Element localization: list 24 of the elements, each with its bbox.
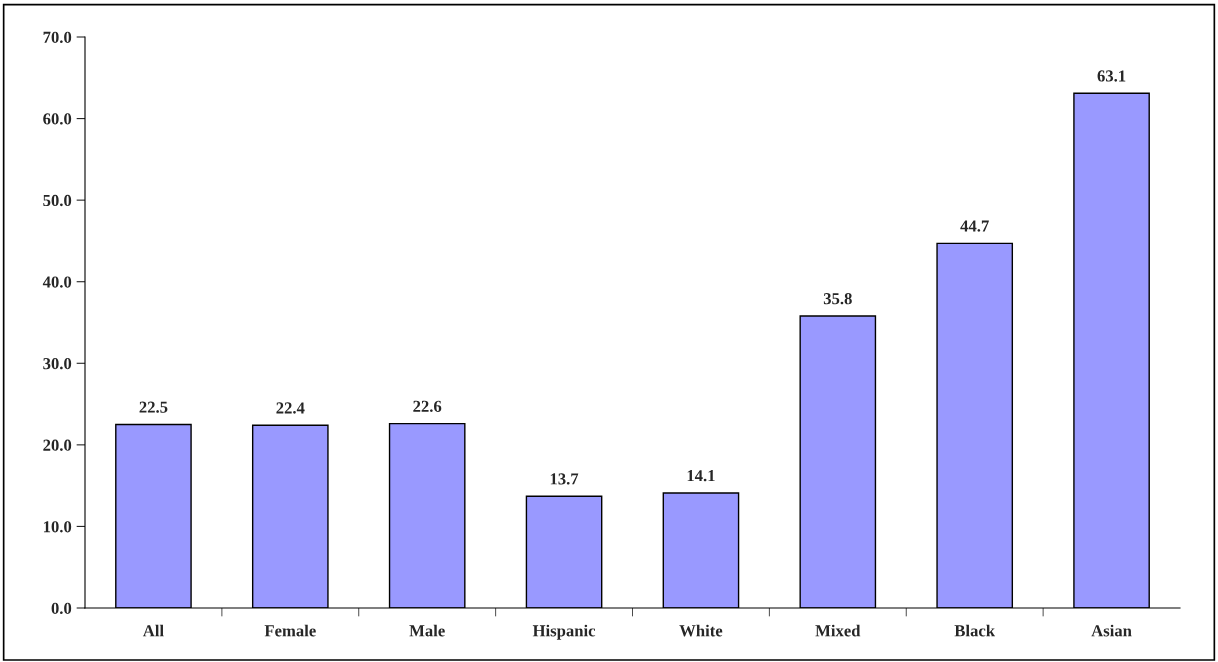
data-label: 35.8 [823,293,852,305]
data-label: 14.1 [687,470,715,482]
data-label: 63.1 [1097,70,1126,82]
y-tick-label: 70.0 [43,31,72,44]
y-tick-label: 20.0 [43,439,72,451]
data-label: 22.6 [413,400,442,412]
x-tick-label: Asian [1091,624,1132,637]
x-tick-label: Male [409,624,445,637]
y-tick-label: 40.0 [42,276,72,288]
x-tick-label: Hispanic [532,624,596,640]
data-label: 44.7 [960,220,989,232]
x-tick-label: Female [264,624,316,637]
data-label: 22.4 [276,402,305,414]
y-tick-label: 60.0 [43,113,72,125]
data-label: 22.5 [139,401,168,413]
y-tick-label: 50.0 [43,194,72,207]
x-tick-label: All [142,624,164,637]
y-tick-label: 30.0 [43,357,72,370]
y-tick-label: 10.0 [43,521,72,533]
data-label: 13.7 [550,473,579,485]
y-tick-label: 0.0 [51,602,72,615]
x-tick-label: Mixed [815,624,861,637]
x-tick-label: White [679,624,723,637]
x-tick-label: Black [954,624,996,637]
